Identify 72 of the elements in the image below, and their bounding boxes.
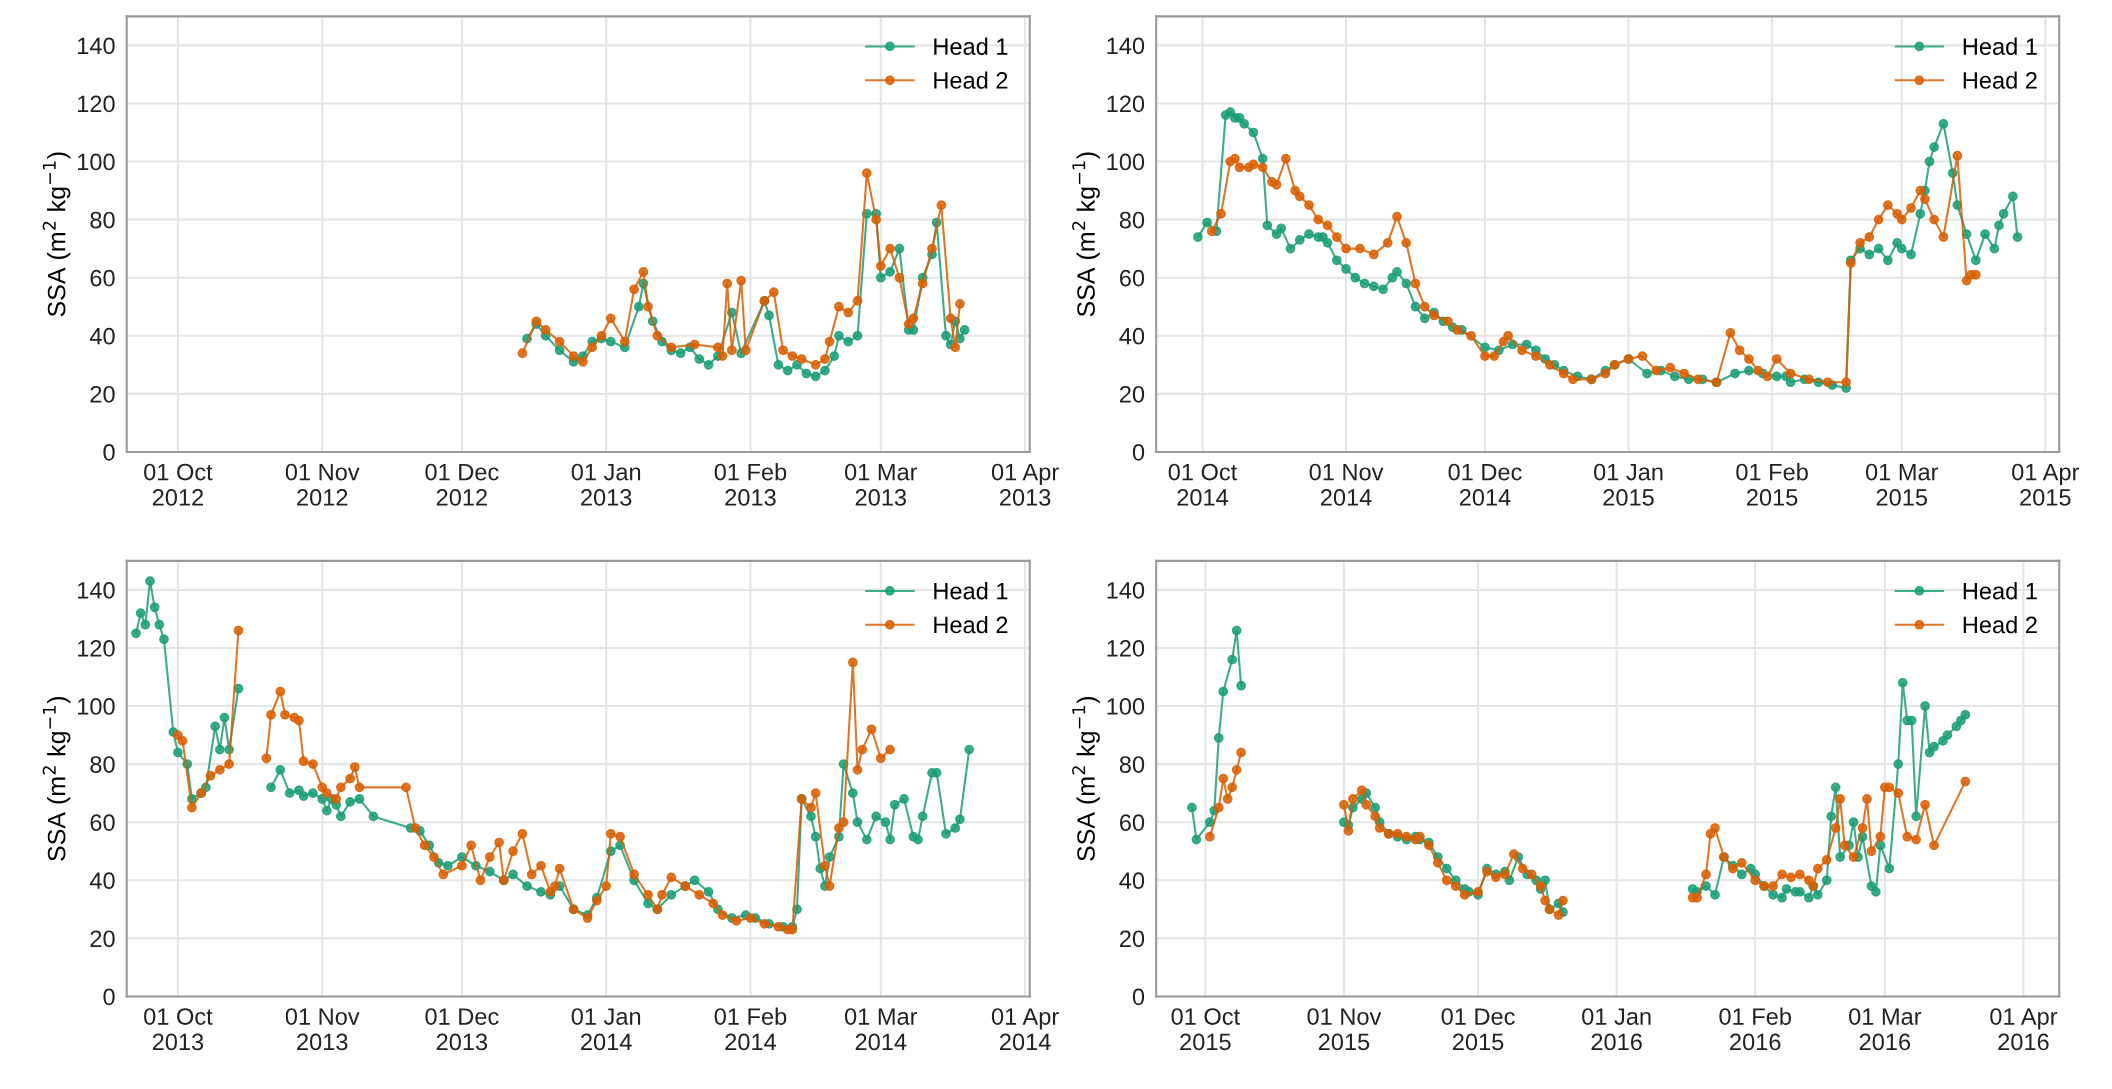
y-tick-label: 120 [1107, 95, 1145, 113]
x-tick-label: 01 Apr 2015 [2012, 463, 2080, 506]
x-tick-label: 01 Nov 2012 [285, 463, 360, 506]
x-tick-label: 01 Feb 2016 [1719, 1007, 1791, 1051]
y-tick-label: 0 [103, 444, 115, 461]
legend-label: Head 2 [934, 615, 1008, 634]
y-axis-title: SSA (m$^{2}$ kg$^{−1}$) [42, 152, 71, 317]
y-tick-label: 40 [1119, 327, 1145, 345]
x-tick-label: 01 Mar 2013 [844, 463, 918, 506]
y-tick-label: 40 [1119, 872, 1145, 890]
y-tick-label: 80 [1119, 211, 1145, 229]
x-tick-label: 01 Jan 2014 [571, 1008, 641, 1051]
y-tick-label: 60 [90, 269, 115, 287]
y-tick-label: 120 [78, 640, 115, 657]
y-tick-label: 60 [90, 814, 115, 831]
x-tick-label: 01 Feb 2014 [714, 1007, 787, 1051]
x-tick-label: 01 Nov 2013 [285, 1008, 360, 1051]
x-tick-label: 01 Dec 2015 [1441, 1008, 1515, 1051]
x-tick-label: 01 Nov 2015 [1307, 1008, 1382, 1051]
y-tick-label: 0 [103, 988, 115, 1006]
y-tick-label: 80 [90, 756, 115, 773]
y-tick-label: 40 [89, 327, 115, 345]
y-axis-title: SSA (m$^{2}$ kg$^{−1}$) [1072, 152, 1100, 317]
y-tick-label: 140 [1107, 37, 1145, 55]
x-tick-label: 01 Dec 2014 [1448, 463, 1522, 506]
y-tick-label: 80 [1119, 756, 1145, 773]
legend-label: Head 1 [934, 37, 1008, 55]
y-tick-label: 60 [1120, 814, 1145, 831]
legend-label: Head 1 [1963, 582, 2037, 600]
y-tick-label: 0 [1132, 988, 1145, 1006]
x-tick-label: 01 Mar 2016 [1849, 1008, 1922, 1051]
legend-label: Head 1 [934, 582, 1008, 600]
y-tick-label: 20 [1119, 385, 1145, 403]
legend-label: Head 2 [1963, 615, 2037, 634]
x-tick-label: 01 Mar 2015 [1865, 463, 1939, 506]
y-tick-label: 80 [90, 211, 115, 229]
y-tick-label: 100 [78, 153, 115, 171]
x-tick-label: 01 Feb 2015 [1736, 463, 1808, 506]
x-tick-label: 01 Mar 2014 [844, 1008, 918, 1051]
x-tick-label: 01 Oct 2013 [144, 1008, 213, 1051]
y-axis-title: SSA (m$^{2}$ kg$^{−1}$) [1072, 696, 1100, 861]
x-tick-label: 01 Oct 2015 [1171, 1008, 1240, 1051]
x-tick-label: 01 Jan 2013 [571, 463, 641, 506]
legend-label: Head 2 [1963, 71, 2037, 89]
x-tick-label: 01 Dec 2012 [425, 463, 499, 506]
x-tick-label: 01 Jan 2015 [1594, 463, 1663, 506]
y-tick-label: 120 [78, 95, 115, 113]
y-tick-label: 20 [90, 930, 115, 948]
y-tick-label: 20 [1119, 930, 1145, 948]
x-tick-label: 01 Dec 2013 [425, 1008, 499, 1051]
y-tick-label: 0 [1132, 444, 1145, 461]
x-tick-label: 01 Oct 2014 [1168, 463, 1238, 506]
y-tick-label: 140 [78, 37, 115, 55]
y-tick-label: 20 [90, 385, 115, 403]
y-tick-label: 100 [1107, 698, 1145, 715]
y-tick-label: 40 [89, 872, 115, 890]
x-tick-label: 01 Jan 2016 [1582, 1008, 1651, 1051]
y-axis-title: SSA (m$^{2}$ kg$^{−1}$) [42, 696, 71, 861]
x-tick-label: 01 Apr 2013 [991, 463, 1059, 506]
x-tick-label: 01 Apr 2016 [1990, 1008, 2058, 1051]
y-tick-label: 60 [1120, 269, 1145, 287]
x-tick-label: 01 Feb 2013 [714, 463, 787, 506]
y-tick-label: 100 [78, 698, 115, 715]
y-tick-label: 100 [1107, 153, 1145, 171]
legend-label: Head 2 [934, 71, 1008, 89]
legend-label: Head 1 [1963, 37, 2037, 55]
y-tick-label: 140 [1107, 581, 1145, 599]
x-tick-label: 01 Apr 2014 [991, 1008, 1059, 1051]
x-tick-label: 01 Nov 2014 [1309, 463, 1384, 506]
x-tick-label: 01 Oct 2012 [144, 463, 213, 506]
y-tick-label: 140 [78, 581, 115, 599]
y-tick-label: 120 [1107, 640, 1145, 657]
